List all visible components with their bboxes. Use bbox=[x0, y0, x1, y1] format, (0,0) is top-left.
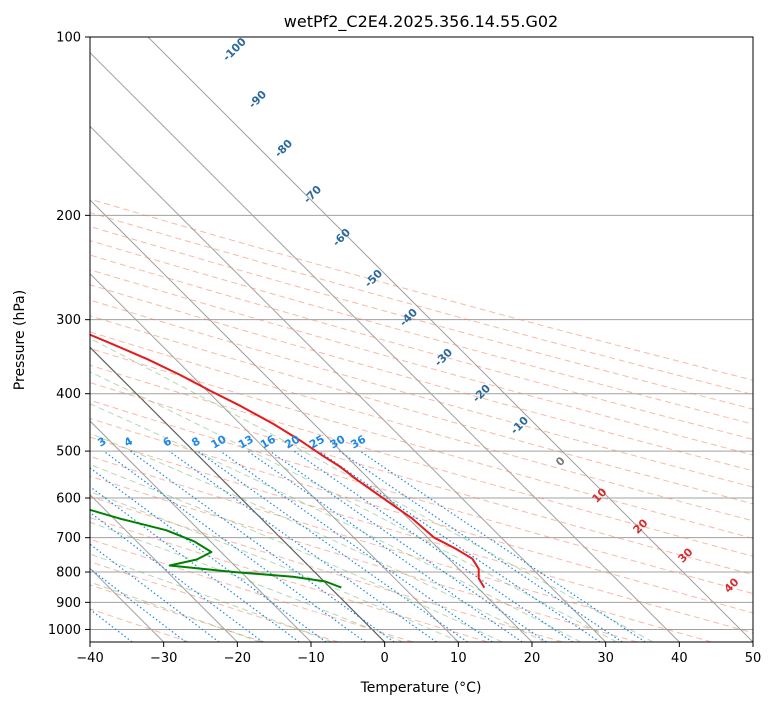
y-tick-label: 1000 bbox=[48, 623, 81, 638]
y-tick-label: 500 bbox=[56, 445, 81, 460]
y-axis-label: Pressure (hPa) bbox=[12, 290, 28, 390]
x-tick-label: 10 bbox=[450, 651, 467, 666]
dry-adiabat-line bbox=[90, 475, 638, 642]
mixing-ratio-line bbox=[269, 450, 547, 642]
gridlines bbox=[0, 37, 753, 642]
y-tick-label: 400 bbox=[56, 387, 81, 402]
dry-adiabat-line bbox=[90, 455, 712, 642]
mixing-ratio-line bbox=[0, 451, 82, 642]
mixing-ratio-line bbox=[168, 450, 437, 642]
x-tick-label: −20 bbox=[224, 651, 251, 666]
y-tick-label: 700 bbox=[56, 531, 81, 546]
temperature-profile-line bbox=[90, 333, 486, 589]
x-tick-label: −10 bbox=[297, 651, 324, 666]
y-tick-label: 200 bbox=[56, 209, 81, 224]
dry-adiabat-line bbox=[90, 198, 753, 381]
y-tick-label: 100 bbox=[56, 31, 81, 46]
moist-adiabat-line bbox=[90, 337, 654, 642]
x-tick-label: 20 bbox=[524, 651, 541, 666]
isotherm-line bbox=[90, 420, 312, 642]
moist-adiabat-line bbox=[90, 403, 582, 642]
mixing-ratio-line bbox=[129, 450, 395, 642]
mixing-ratio-line bbox=[197, 450, 468, 642]
isotherm-line bbox=[90, 125, 607, 642]
data-series bbox=[90, 333, 486, 589]
dry-adiabat-line bbox=[90, 381, 753, 576]
x-tick-label: 40 bbox=[671, 651, 688, 666]
dry-adiabat-line bbox=[90, 254, 753, 440]
mixing-ratio-line bbox=[359, 450, 646, 642]
y-tick-label: 600 bbox=[56, 492, 81, 507]
mixing-ratio-line bbox=[90, 543, 220, 642]
x-axis-label: Temperature (°C) bbox=[360, 680, 482, 696]
dry-adiabat-line bbox=[90, 417, 753, 614]
y-tick-label: 800 bbox=[56, 566, 81, 581]
x-tick-label: 0 bbox=[381, 651, 389, 666]
y-tick-label: 900 bbox=[56, 596, 81, 611]
mixing-ratio-line bbox=[338, 450, 623, 642]
isotherm-line bbox=[90, 51, 680, 642]
mixing-ratio-line bbox=[103, 450, 366, 642]
moist-adiabat-line bbox=[90, 432, 546, 642]
dry-adiabat-line bbox=[90, 225, 753, 410]
y-tick-label: 300 bbox=[56, 313, 81, 328]
isotherm-line bbox=[90, 493, 238, 642]
isotherm-line bbox=[90, 199, 533, 642]
dry-adiabat-line bbox=[90, 364, 753, 557]
dry-adiabat-line bbox=[90, 517, 488, 642]
dry-adiabat-line bbox=[90, 347, 753, 539]
x-tick-label: −40 bbox=[76, 651, 103, 666]
mixing-ratio-line bbox=[220, 450, 493, 642]
dry-adiabat-line bbox=[90, 584, 264, 642]
plot-background bbox=[90, 37, 753, 642]
isotherm-zero-line bbox=[90, 346, 386, 642]
moist-adiabat-line bbox=[90, 491, 460, 642]
isotherm-line bbox=[90, 272, 459, 642]
axis-ticks: −40 −30 −20 −10 0 10 20 30 40 50 100 200 300 400 500 60… bbox=[48, 31, 761, 667]
x-tick-label: 50 bbox=[745, 651, 762, 666]
moist-adiabat-line bbox=[90, 581, 261, 642]
mixing-ratio-line bbox=[90, 467, 327, 642]
isotherm-line bbox=[147, 37, 753, 642]
dry-adiabat-line bbox=[90, 269, 753, 456]
dry-adiabat-line bbox=[90, 538, 414, 642]
mixing-ratio-line bbox=[247, 450, 523, 642]
moist-adiabat-line bbox=[90, 553, 333, 642]
chart-title: wetPf2_C2E4.2025.356.14.55.G02 bbox=[284, 12, 558, 32]
x-tick-label: 30 bbox=[597, 651, 614, 666]
x-tick-label: −30 bbox=[150, 651, 177, 666]
dry-adiabat-line bbox=[90, 399, 753, 595]
plot-frame bbox=[89, 36, 754, 643]
moist-adiabat-line bbox=[90, 464, 503, 642]
dewpoint-profile-line bbox=[90, 508, 342, 589]
